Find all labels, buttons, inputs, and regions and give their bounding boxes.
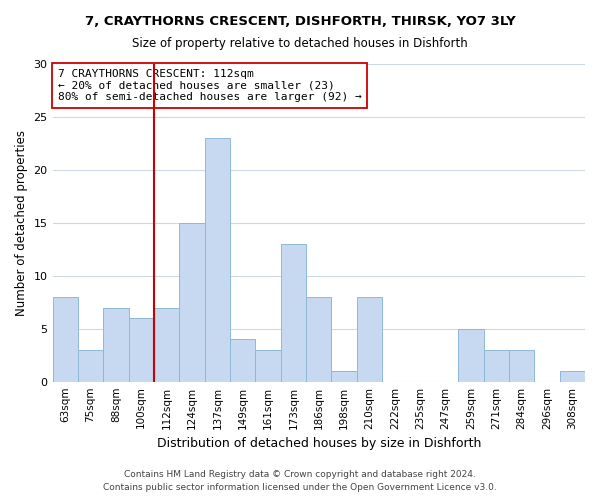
- Bar: [205, 138, 230, 382]
- Bar: [103, 308, 128, 382]
- Bar: [560, 371, 585, 382]
- X-axis label: Distribution of detached houses by size in Dishforth: Distribution of detached houses by size …: [157, 437, 481, 450]
- Bar: [281, 244, 306, 382]
- Bar: [331, 371, 357, 382]
- Bar: [458, 328, 484, 382]
- Bar: [509, 350, 534, 382]
- Y-axis label: Number of detached properties: Number of detached properties: [15, 130, 28, 316]
- Text: Contains HM Land Registry data © Crown copyright and database right 2024.
Contai: Contains HM Land Registry data © Crown c…: [103, 470, 497, 492]
- Bar: [306, 297, 331, 382]
- Bar: [256, 350, 281, 382]
- Bar: [484, 350, 509, 382]
- Bar: [230, 340, 256, 382]
- Bar: [154, 308, 179, 382]
- Bar: [179, 223, 205, 382]
- Bar: [128, 318, 154, 382]
- Bar: [78, 350, 103, 382]
- Text: 7, CRAYTHORNS CRESCENT, DISHFORTH, THIRSK, YO7 3LY: 7, CRAYTHORNS CRESCENT, DISHFORTH, THIRS…: [85, 15, 515, 28]
- Bar: [53, 297, 78, 382]
- Bar: [357, 297, 382, 382]
- Text: 7 CRAYTHORNS CRESCENT: 112sqm
← 20% of detached houses are smaller (23)
80% of s: 7 CRAYTHORNS CRESCENT: 112sqm ← 20% of d…: [58, 69, 362, 102]
- Text: Size of property relative to detached houses in Dishforth: Size of property relative to detached ho…: [132, 38, 468, 51]
